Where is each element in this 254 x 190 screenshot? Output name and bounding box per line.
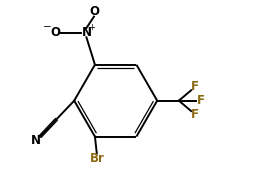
Text: F: F xyxy=(190,108,199,121)
Text: F: F xyxy=(190,80,199,93)
Text: −: − xyxy=(42,22,51,32)
Text: F: F xyxy=(197,94,205,107)
Text: +: + xyxy=(88,23,94,32)
Text: N: N xyxy=(82,26,91,39)
Text: O: O xyxy=(89,5,99,18)
Text: O: O xyxy=(50,26,60,39)
Text: Br: Br xyxy=(89,152,104,165)
Text: N: N xyxy=(31,134,41,147)
